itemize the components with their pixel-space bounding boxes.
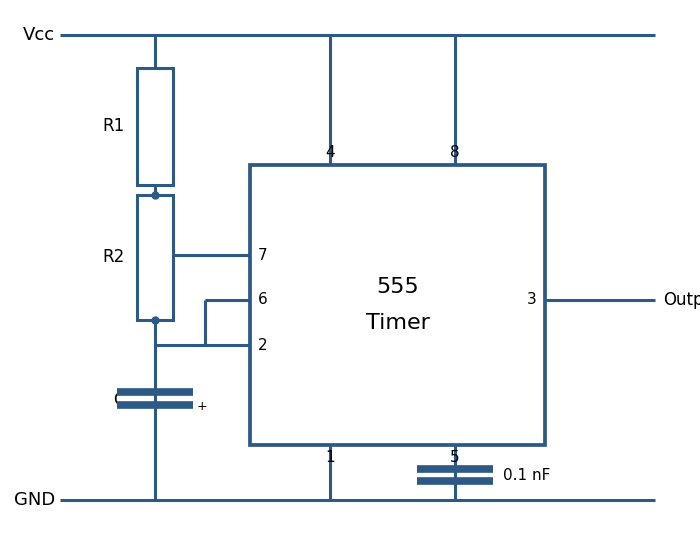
Text: 8: 8 [450,145,460,160]
Text: 3: 3 [527,293,537,307]
Text: R1: R1 [103,117,125,135]
Text: 5: 5 [450,450,460,465]
Bar [250,165,545,445]
Text: Output: Output [663,291,700,309]
Bar [137,195,173,320]
Text: R2: R2 [103,248,125,266]
Text: C: C [113,391,125,409]
Text: +: + [197,399,208,413]
Text: 555: 555 [376,277,419,297]
Text: Timer: Timer [365,313,429,333]
Bar [137,68,173,185]
Text: Vcc: Vcc [23,26,55,44]
Text: 4: 4 [326,145,335,160]
Text: 2: 2 [258,337,267,353]
Text: 7: 7 [258,247,267,263]
Text: 1: 1 [326,450,335,465]
Text: 0.1 nF: 0.1 nF [503,468,550,482]
Text: 6: 6 [258,293,267,307]
Text: GND: GND [14,491,55,509]
